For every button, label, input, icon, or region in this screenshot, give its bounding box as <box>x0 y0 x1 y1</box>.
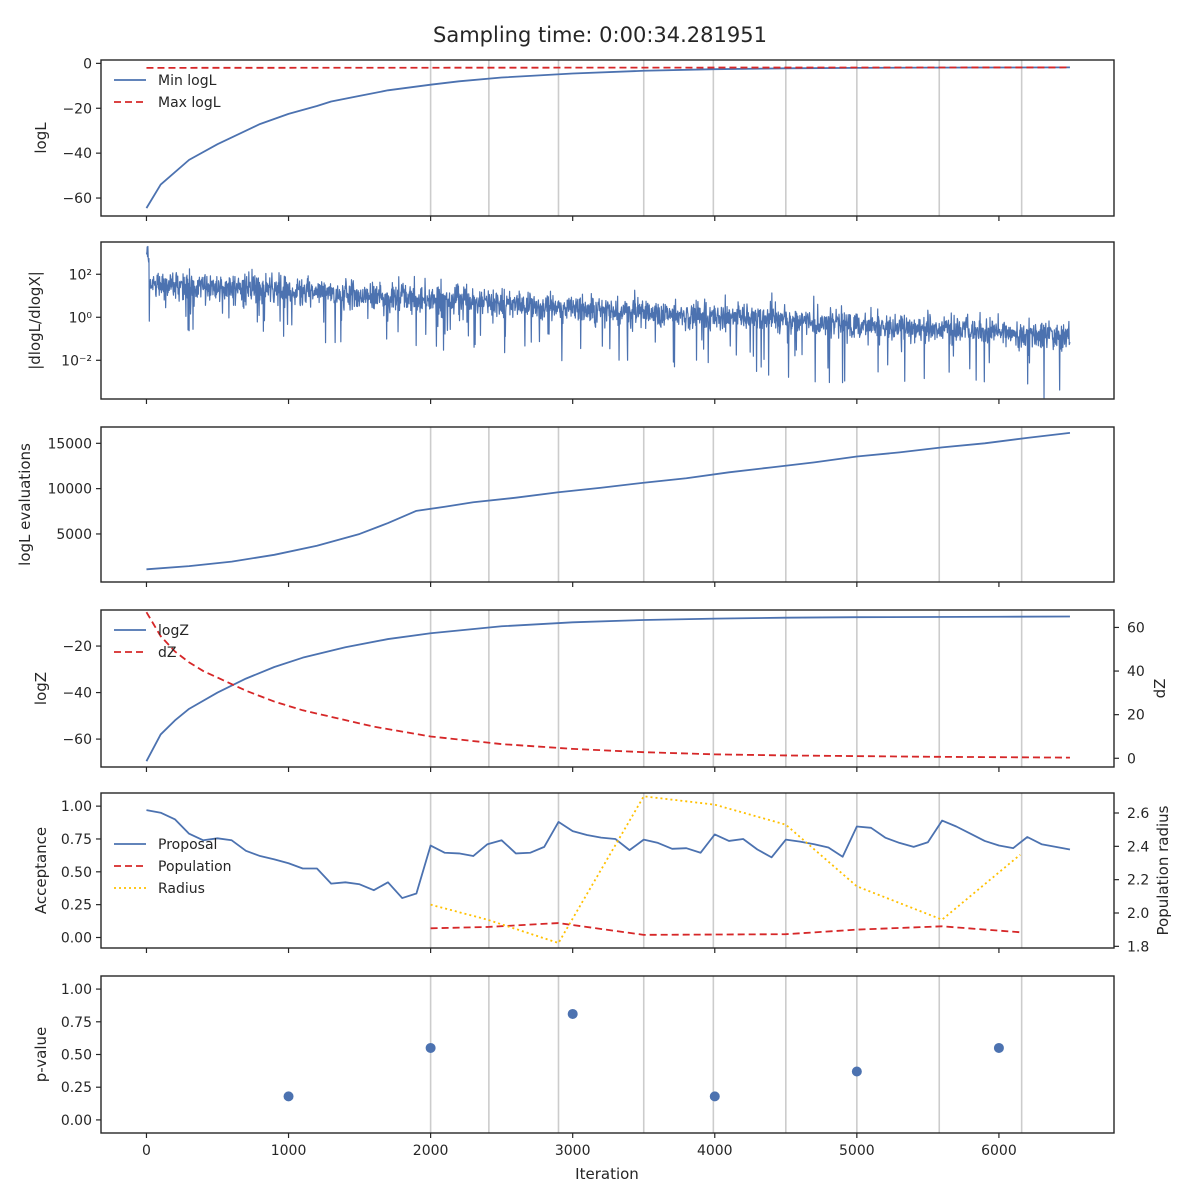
data-point <box>709 1091 720 1102</box>
y-right-tick-label: 2.6 <box>1127 806 1149 822</box>
y-tick-label: 1.00 <box>61 982 92 998</box>
y-axis-label: logZ <box>32 672 50 705</box>
legend-label: Radius <box>158 881 205 897</box>
y-axis-label: logL evaluations <box>16 443 34 566</box>
legend-label: dZ <box>158 645 176 661</box>
series-layer <box>146 795 1071 944</box>
data-point <box>283 1091 294 1102</box>
legend-label: Min logL <box>158 73 217 89</box>
x-axis-label: Iteration <box>575 1165 639 1183</box>
axes-frame <box>100 792 1115 949</box>
legend-label: Population <box>158 859 232 875</box>
y-tick-label: 0.75 <box>61 1015 92 1031</box>
y-tick-label: 5000 <box>56 527 92 543</box>
axes-frame <box>100 241 1115 400</box>
y-tick-label: 0.25 <box>61 1080 92 1096</box>
x-tick-label: 4000 <box>697 1143 733 1159</box>
y-right-tick-label: 40 <box>1127 664 1145 680</box>
data-point <box>425 1042 436 1053</box>
legend: logZ dZ <box>114 623 189 661</box>
y-tick-label: −20 <box>62 101 92 117</box>
y-right-tick-label: 1.8 <box>1127 939 1149 955</box>
y-right-tick-label: 0 <box>1127 751 1136 767</box>
panel-pvalue: 0.00 0.25 0.50 0.75 1.00 0 1000 2000 3000 4000 500… <box>32 975 1115 1159</box>
axes-frame <box>100 59 1115 217</box>
y-right-tick-label: 2.0 <box>1127 906 1149 922</box>
series-line-logz <box>145 615 1070 762</box>
series-layer <box>145 66 1070 209</box>
y-axis-label: logL <box>32 122 50 154</box>
axes-frame <box>100 609 1115 768</box>
y-tick-label: 10000 <box>47 482 92 498</box>
x-tick-label: 3000 <box>555 1143 591 1159</box>
y-right-axis-label: Population radius <box>1154 805 1172 935</box>
series-layer <box>145 611 1070 762</box>
y-tick-label: 0 <box>83 56 92 72</box>
series-line-proposal <box>146 809 1071 899</box>
y-right-tick-label: 20 <box>1127 708 1145 724</box>
x-tick-label: 0 <box>142 1143 151 1159</box>
series-line-dz <box>145 611 1070 759</box>
x-tick-label: 6000 <box>981 1143 1017 1159</box>
series-layer <box>283 1008 1004 1102</box>
axes-frame <box>100 426 1115 583</box>
panel-logL: −60 −40 −20 0 logL Min logL Max logL <box>32 56 1115 221</box>
data-point <box>567 1008 578 1019</box>
y-tick-label: −60 <box>62 732 92 748</box>
y-right-tick-label: 2.2 <box>1127 873 1149 889</box>
y-tick-label: 1.00 <box>61 799 92 815</box>
axes-frame <box>100 975 1115 1134</box>
panel-logZ: −60 −40 −20 0 20 40 60 dZ logZ logZ dZ <box>32 609 1169 772</box>
legend: Min logL Max logL <box>114 73 221 111</box>
y-tick-label: 10⁰ <box>69 310 93 326</box>
y-axis-label: Acceptance <box>32 827 50 914</box>
panel-acceptance: 0.00 0.25 0.50 0.75 1.00 1.8 2.0 2.2 2.4 2.6 Popul… <box>32 792 1172 955</box>
series-line-min-logl <box>145 66 1070 209</box>
series-line-population <box>430 922 1021 936</box>
y-tick-label: 0.00 <box>61 1113 92 1129</box>
series-layer <box>146 431 1071 571</box>
y-tick-label: 0.75 <box>61 832 92 848</box>
data-point <box>993 1042 1004 1053</box>
series-line-logl-evaluations <box>146 431 1071 571</box>
y-right-tick-label: 60 <box>1127 620 1145 636</box>
series-line-radius <box>430 795 1021 944</box>
x-tick-label: 1000 <box>271 1143 307 1159</box>
panel-evals: 5000 10000 15000 logL evaluations <box>16 426 1115 587</box>
x-tick-label: 5000 <box>839 1143 875 1159</box>
figure-title: Sampling time: 0:00:34.281951 <box>433 23 767 47</box>
y-tick-label: 10² <box>69 267 92 283</box>
data-point <box>851 1066 862 1077</box>
y-tick-label: −20 <box>62 639 92 655</box>
legend: Proposal Population Radius <box>114 837 232 897</box>
y-right-axis-label: dZ <box>1151 679 1169 699</box>
legend-label: Proposal <box>158 837 217 853</box>
legend-label: Max logL <box>158 95 221 111</box>
y-right-tick-label: 2.4 <box>1127 839 1149 855</box>
x-tick-label: 2000 <box>413 1143 449 1159</box>
y-axis-label: p-value <box>32 1027 50 1083</box>
y-tick-label: −40 <box>62 686 92 702</box>
y-tick-label: −60 <box>62 191 92 207</box>
y-axis-label: |dlogL/dlogX| <box>26 271 44 370</box>
series-line-dlogl <box>145 245 1071 399</box>
panel-dlogL: 10⁻² 10⁰ 10² |dlogL/dlogX| <box>26 241 1115 404</box>
y-tick-label: 15000 <box>47 436 92 452</box>
panels: −60 −40 −20 0 logL Min logL Max logL 10⁻² 10⁰ 10²… <box>16 56 1172 1159</box>
y-tick-label: 0.50 <box>61 1048 92 1064</box>
y-tick-label: 0.25 <box>61 898 92 914</box>
y-tick-label: 0.50 <box>61 865 92 881</box>
y-tick-label: −40 <box>62 146 92 162</box>
y-tick-label: 10⁻² <box>61 353 92 369</box>
series-layer <box>145 245 1071 399</box>
legend-label: logZ <box>158 623 189 639</box>
y-tick-label: 0.00 <box>61 930 92 946</box>
